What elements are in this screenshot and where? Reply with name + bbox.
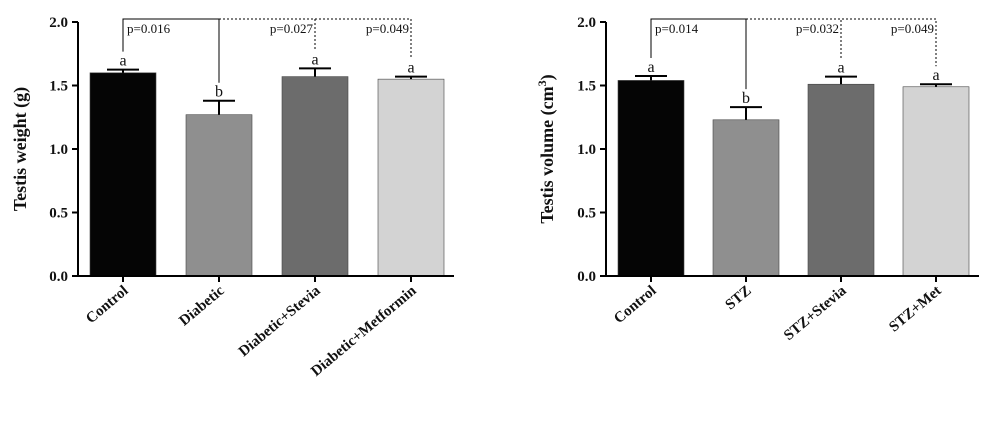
y-tick-label: 2.0 [577,15,596,31]
comparison-bracket [650,18,747,90]
y-tick-label: 0.5 [49,206,68,222]
p-value-label: p=0.049 [891,21,934,36]
y-tick-label: 2.0 [49,15,68,31]
significance-letter: b [742,90,750,107]
y-tick-label: 0.0 [49,269,68,285]
y-axis-title: Testis volume (cm3) [535,74,558,223]
x-tick-label: Diabetic+Metformin [308,282,420,379]
y-tick-label: 1.5 [577,79,596,95]
x-tick-label: STZ+Met [886,283,944,336]
significance-letter: a [647,59,654,76]
y-axis-title-superscript: 3 [535,80,549,86]
significance-letter: a [311,51,318,68]
x-tick-label: STZ [723,283,755,313]
comparison-bracket [746,18,937,67]
x-tick-label: Control [83,283,131,327]
y-tick-label: 0.0 [577,269,596,285]
significance-letter: a [932,67,939,84]
y-tick-label: 0.5 [577,206,596,222]
testis-volume-chart: a b a a p=0.014 p=0.032 p=0.049 0.0 0.5 1.0 1.5 2.0… [535,15,979,344]
significance-letter: a [407,60,414,77]
bar [712,119,780,277]
testis-weight-chart: a b a a p=0.016 p=0.027 p=0.049 0.0 0.5 1.0 1.5 2.0… [10,15,454,380]
x-tick-label: Diabetic [176,283,227,330]
comparison-bracket [746,18,842,59]
y-axis-title-text: Testis weight (g) [10,87,31,211]
bar [807,83,875,277]
bar [902,86,970,277]
x-tick-label: Diabetic+Stevia [236,282,324,360]
y-axis-title-text: Testis volume (cm [537,86,558,223]
p-value-label: p=0.049 [366,21,409,36]
y-tick-label: 1.0 [49,142,68,158]
bar [377,78,445,277]
y-tick-label: 1.5 [49,79,68,95]
significance-letter: b [215,84,223,101]
x-tick-label: STZ+Stevia [781,282,850,343]
x-tick-label: Control [611,283,659,327]
p-value-label: p=0.032 [796,21,839,36]
bar [185,114,253,277]
p-value-label: p=0.016 [127,21,171,36]
comparison-bracket [122,18,220,83]
bar [89,72,157,277]
p-value-label: p=0.027 [270,21,314,36]
bar [617,80,685,277]
y-axis-title-end: ) [537,74,558,80]
bar [281,76,349,277]
y-tick-label: 1.0 [577,142,596,158]
p-value-label: p=0.014 [655,21,699,36]
significance-letter: a [119,53,126,70]
comparison-bracket [219,18,412,59]
significance-letter: a [837,60,844,77]
y-axis-title: Testis weight (g) [10,87,31,211]
